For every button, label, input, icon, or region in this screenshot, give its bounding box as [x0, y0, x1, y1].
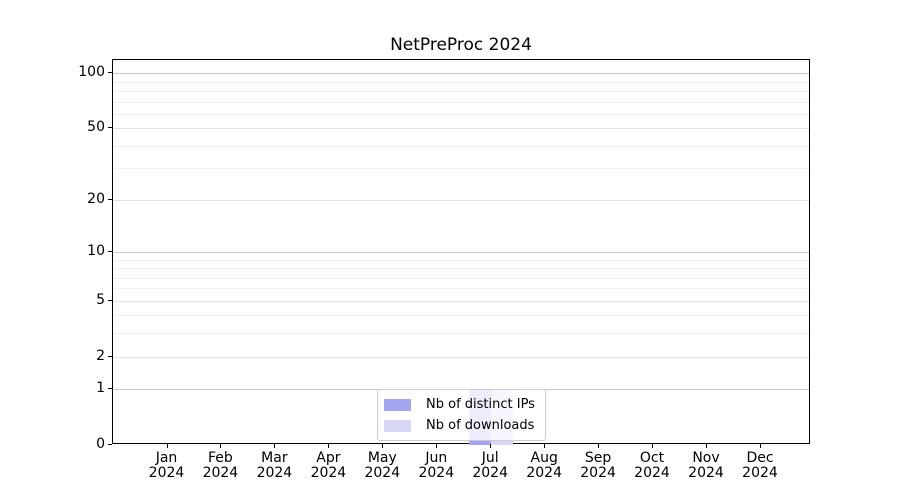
- y-tick-label: 20: [87, 190, 105, 207]
- y-tick-mark: [108, 127, 112, 129]
- x-tick-mark: [490, 444, 492, 448]
- y-gridline-minor: [113, 101, 809, 103]
- y-tick-label: 1: [96, 380, 105, 397]
- y-gridline-minor: [113, 81, 809, 83]
- y-gridline-minor: [113, 91, 809, 92]
- x-tick-label: Sep 2024: [580, 450, 616, 481]
- x-tick-label: Apr 2024: [310, 450, 347, 481]
- x-tick-mark: [598, 444, 600, 448]
- x-tick-mark: [220, 444, 222, 448]
- y-tick-label: 2: [96, 347, 105, 364]
- x-tick-label: Feb 2024: [202, 450, 239, 481]
- y-tick-label: 100: [78, 64, 105, 81]
- y-tick-mark: [108, 388, 112, 390]
- x-tick-mark: [274, 444, 276, 448]
- y-gridline-minor: [113, 333, 809, 335]
- y-gridline-minor: [113, 315, 809, 317]
- y-gridline-minor: [113, 288, 809, 290]
- x-tick-label: Jan 2024: [148, 450, 185, 481]
- y-tick-mark: [108, 355, 112, 357]
- x-tick-mark: [328, 444, 330, 448]
- legend-item-label: Nb of downloads: [426, 418, 535, 433]
- x-tick-mark: [544, 444, 546, 448]
- y-tick-mark: [108, 250, 112, 252]
- y-gridline: [113, 300, 809, 302]
- x-tick-mark: [706, 444, 707, 448]
- legend-item-label: Nb of distinct IPs: [426, 397, 535, 412]
- y-gridline: [113, 73, 809, 75]
- y-gridline: [113, 199, 809, 201]
- y-tick-mark: [108, 299, 112, 301]
- x-tick-label: Oct 2024: [634, 450, 670, 481]
- x-tick-mark: [436, 444, 438, 448]
- y-tick-mark: [108, 444, 112, 445]
- x-tick-mark: [166, 444, 168, 448]
- y-gridline: [113, 251, 809, 253]
- y-gridline-minor: [113, 168, 809, 170]
- plot-area: [112, 59, 810, 445]
- y-tick-label: 0: [96, 436, 105, 452]
- legend-item: Nb of downloads: [384, 415, 535, 436]
- y-gridline: [113, 356, 809, 358]
- y-gridline-minor: [113, 145, 809, 147]
- x-tick-label: Mar 2024: [256, 450, 293, 481]
- legend-item: Nb of distinct IPs: [384, 394, 535, 415]
- y-gridline: [113, 128, 809, 130]
- y-tick-label: 50: [87, 119, 105, 136]
- x-tick-label: Aug 2024: [526, 450, 562, 481]
- x-tick-label: May 2024: [364, 450, 401, 481]
- y-tick-mark: [108, 198, 112, 200]
- legend-swatch: [384, 398, 411, 411]
- y-tick-label: 10: [87, 242, 105, 259]
- y-tick-mark: [108, 72, 112, 74]
- y-gridline-minor: [113, 277, 809, 279]
- y-gridline-minor: [113, 113, 809, 115]
- legend: Nb of distinct IPs Nb of downloads: [377, 389, 546, 441]
- legend-swatch: [384, 419, 411, 432]
- y-tick-label: 5: [96, 291, 105, 308]
- x-tick-label: Dec 2024: [742, 450, 778, 481]
- x-tick-label: Nov 2024: [688, 450, 724, 481]
- x-tick-mark: [382, 444, 384, 448]
- x-tick-label: Jul 2024: [472, 450, 508, 481]
- x-tick-mark: [760, 444, 761, 448]
- y-gridline-minor: [113, 259, 809, 261]
- y-gridline-minor: [113, 268, 809, 269]
- chart-title: NetPreProc 2024: [390, 35, 532, 55]
- x-tick-mark: [652, 444, 653, 448]
- x-tick-label: Jun 2024: [418, 450, 455, 481]
